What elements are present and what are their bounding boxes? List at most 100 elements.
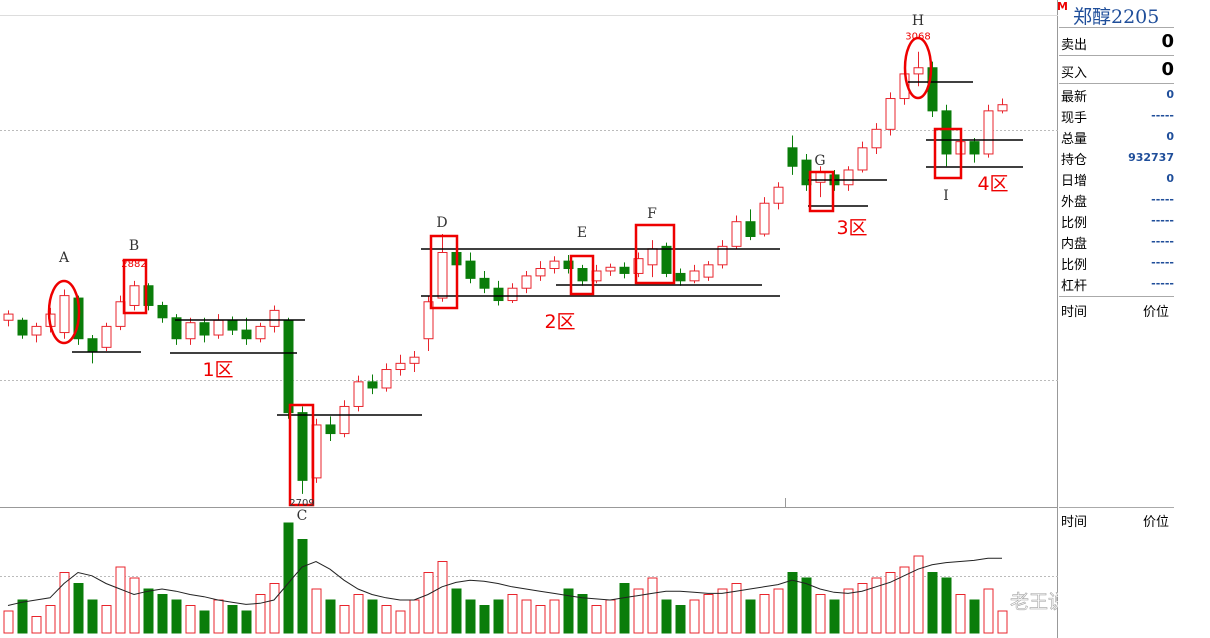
- candle-body: [381, 369, 392, 389]
- volume-bar: [885, 572, 896, 634]
- zone-label: 4区: [977, 173, 1008, 195]
- volume-bar: [815, 594, 826, 634]
- watermark: 老王说趋势美猴王: [1010, 591, 1058, 613]
- volume-bar: [955, 594, 966, 634]
- candle-body: [465, 260, 476, 279]
- stat-row: 最新 0: [1061, 86, 1174, 106]
- point-label: E: [577, 225, 587, 241]
- stat-row: 比例 -----: [1061, 254, 1174, 274]
- stat-label: 总量: [1061, 132, 1088, 147]
- volume-bar: [773, 588, 784, 634]
- volume-bar: [437, 561, 448, 634]
- candle-body: [605, 266, 616, 272]
- volume-bar: [899, 566, 910, 634]
- candle-body: [857, 147, 868, 171]
- highlight: [808, 170, 835, 213]
- stat-value: -----: [1151, 277, 1174, 290]
- candle-body: [227, 319, 238, 331]
- volume-bar: [31, 616, 42, 634]
- volume-bar: [675, 605, 686, 634]
- volume-bar: [731, 583, 742, 634]
- stat-value: 0: [1166, 130, 1174, 143]
- highlight: [288, 403, 315, 507]
- point-label: B: [129, 238, 139, 254]
- stat-label: 现手: [1061, 111, 1088, 126]
- candle-body: [31, 325, 42, 336]
- quote-value: 0: [1161, 59, 1174, 80]
- highlight: [634, 223, 676, 285]
- candle-body: [87, 338, 98, 352]
- point-label: G: [814, 153, 825, 169]
- stat-row: 现手 -----: [1061, 107, 1174, 127]
- volume-ma: [7, 557, 1002, 606]
- candle-body: [871, 128, 882, 149]
- quote-row: 买入 0: [1061, 59, 1174, 83]
- divider: [1059, 507, 1174, 508]
- volume-bar: [115, 566, 126, 634]
- header: 时间: [1061, 515, 1088, 530]
- volume-bar: [843, 588, 854, 634]
- candle-body: [143, 285, 154, 306]
- candle-body: [423, 301, 434, 340]
- candle-body: [689, 270, 700, 282]
- stat-value: 0: [1166, 172, 1174, 185]
- quote-label: 卖出: [1061, 38, 1088, 53]
- candle-body: [969, 141, 980, 155]
- candle-body: [913, 67, 924, 75]
- volume-bar: [633, 588, 644, 634]
- candle-body: [241, 329, 252, 340]
- candle-body: [717, 245, 728, 266]
- candle-body: [3, 313, 14, 321]
- volume-bar: [647, 577, 658, 634]
- stat-label: 最新: [1061, 90, 1088, 105]
- volume-bar: [689, 599, 700, 634]
- volume-bar: [619, 583, 630, 634]
- candle-body: [941, 110, 952, 155]
- candle-body: [675, 272, 686, 282]
- candle-body: [409, 356, 420, 364]
- stat-row: 杠杆 -----: [1061, 275, 1174, 295]
- point-label: C: [297, 508, 308, 524]
- candle-body: [731, 221, 742, 247]
- volume-bar: [423, 572, 434, 634]
- candle-body: [577, 268, 588, 282]
- volume-bar: [45, 605, 56, 634]
- stat-row: 内盘 -----: [1061, 233, 1174, 253]
- quote-value: 0: [1161, 31, 1174, 52]
- candle-body: [101, 325, 112, 348]
- divider: [1059, 55, 1174, 56]
- volume-bar: [521, 599, 532, 634]
- candle-body: [185, 322, 196, 340]
- candle-body: [619, 266, 630, 274]
- volume-bar: [143, 588, 154, 634]
- candle-body: [661, 245, 672, 274]
- volume-bar: [493, 599, 504, 634]
- stat-label: 外盘: [1061, 195, 1088, 210]
- zone-label: 1区: [202, 359, 233, 381]
- volume-bar: [325, 599, 336, 634]
- peak-label: 2709: [289, 498, 314, 509]
- volume-bar: [17, 599, 28, 634]
- volume-bar: [171, 599, 182, 634]
- candle-body: [437, 252, 448, 299]
- candle-body: [633, 258, 644, 274]
- highlight: [47, 279, 81, 345]
- candle-body: [129, 285, 140, 306]
- instrument: 郑醇2205: [1073, 6, 1160, 28]
- volume-bar: [269, 583, 280, 634]
- candle-body: [339, 405, 350, 435]
- volume-bar: [185, 605, 196, 634]
- stat-value: 932737: [1128, 151, 1174, 164]
- stat-value: -----: [1151, 214, 1174, 227]
- stat-value: -----: [1151, 256, 1174, 269]
- volume-bar: [367, 599, 378, 634]
- quote-panel: M 郑醇2205 卖出 0 买入 0 最新 0 现手 ----- 总量 0 持仓 932737 日增 0…: [1057, 0, 1210, 638]
- volume-bar: [451, 588, 462, 634]
- volume-bar: [661, 599, 672, 634]
- volume-bar: [759, 594, 770, 634]
- highlight: [569, 254, 595, 296]
- zone-label: 3区: [836, 217, 867, 239]
- volume-bar: [73, 583, 84, 634]
- peak-label: 2882: [121, 259, 146, 270]
- stat-value: -----: [1151, 109, 1174, 122]
